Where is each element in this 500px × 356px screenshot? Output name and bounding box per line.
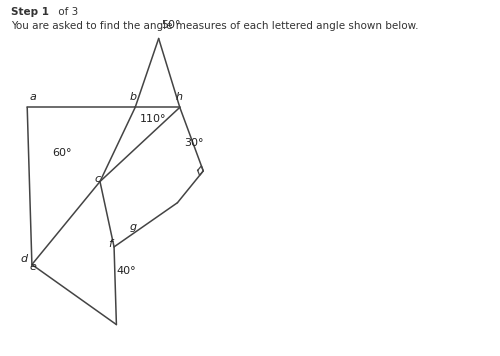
Text: f: f: [108, 239, 112, 250]
Text: b: b: [130, 92, 136, 102]
Text: of 3: of 3: [56, 7, 78, 17]
Text: Step 1: Step 1: [11, 7, 49, 17]
Text: h: h: [176, 92, 183, 102]
Text: 30°: 30°: [184, 138, 204, 148]
Text: c: c: [94, 174, 100, 184]
Text: d: d: [20, 253, 28, 263]
Text: 50°: 50°: [161, 20, 180, 30]
Text: a: a: [30, 92, 36, 102]
Text: e: e: [30, 262, 36, 272]
Text: 60°: 60°: [52, 148, 72, 158]
Text: g: g: [130, 222, 136, 232]
Text: 110°: 110°: [140, 114, 166, 124]
Text: 40°: 40°: [116, 266, 136, 276]
Text: You are asked to find the angle measures of each lettered angle shown below.: You are asked to find the angle measures…: [11, 21, 418, 31]
